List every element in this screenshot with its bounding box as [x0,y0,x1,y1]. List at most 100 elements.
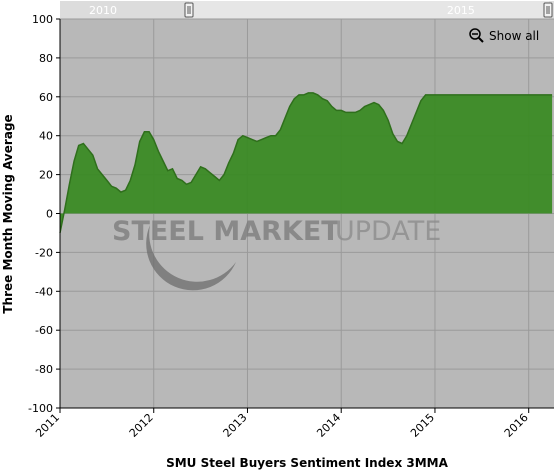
data-point [241,134,245,138]
x-axis-title: SMU Steel Buyers Sentiment Index 3MMA [166,456,449,470]
data-point [63,208,67,212]
navigator-year-label: 2015 [447,4,475,17]
data-point [231,151,235,155]
data-point [264,136,268,140]
data-point [363,105,367,109]
data-point [250,138,254,142]
y-tick-label: -40 [35,285,53,298]
data-point [508,93,512,97]
data-point [292,97,296,101]
data-point [396,140,400,144]
watermark-logo: STEEL MARKET UPDATE [112,216,441,291]
data-point [381,108,385,112]
data-point [541,93,545,97]
data-point [138,140,142,144]
x-tick-label: 2015 [408,411,437,440]
watermark-light-text: UPDATE [335,216,441,247]
watermark-bold-text: STEEL MARKET [112,216,340,247]
data-point [288,105,292,109]
data-point [414,110,418,114]
data-point [353,110,357,114]
data-point [531,93,535,97]
navigator-right-handle[interactable] [543,2,553,18]
data-point [227,161,231,165]
data-point [128,178,132,182]
y-tick-label: 60 [39,91,53,104]
data-point [489,93,493,97]
data-point [522,93,526,97]
data-point [274,134,278,138]
y-tick-label: 40 [39,130,53,143]
data-point [419,99,423,103]
data-point [527,93,531,97]
x-tick-label: 2011 [33,411,62,440]
data-point [456,93,460,97]
data-point [349,110,353,114]
zoom-out-icon [469,28,481,40]
data-point [321,97,325,101]
data-point [536,93,540,97]
data-point [161,159,165,163]
data-point [278,128,282,132]
y-tick-label: -80 [35,363,53,376]
data-point [335,108,339,112]
navigator-year-label: 2010 [89,4,117,17]
data-point [311,91,315,95]
x-tick-label: 2016 [502,411,531,440]
data-point [503,93,507,97]
data-point [325,99,329,103]
data-point [391,132,395,136]
data-point [217,178,221,182]
series-line[interactable] [59,92,553,234]
data-point [433,93,437,97]
data-point [550,93,554,97]
data-point [185,182,189,186]
data-point [405,134,409,138]
data-point [452,93,456,97]
data-point [306,91,310,95]
data-point [485,93,489,97]
data-point [386,118,390,122]
data-point [67,182,71,186]
navigator-labels: 2010 2015 [89,4,475,17]
y-tick-label: 20 [39,169,53,182]
data-point [152,138,156,142]
show-all-button[interactable]: Show all [469,28,539,43]
data-point [86,147,90,151]
data-point [171,167,175,171]
data-point [133,163,137,167]
data-point [147,130,151,134]
y-tick-label: 0 [46,208,53,221]
data-point [283,116,287,120]
range-navigator[interactable]: 2010 2015 [60,1,554,19]
x-tick-label: 2014 [314,411,343,440]
series-area[interactable] [60,92,553,233]
data-point [119,190,123,194]
show-all-label[interactable]: Show all [489,29,539,43]
y-axis-ticks: 100 80 60 40 20 0 -20 -40 -60 -80 -100 [28,13,60,415]
navigator-left-handle[interactable] [184,2,194,18]
data-point [302,93,306,97]
data-point [297,93,301,97]
data-point [180,178,184,182]
x-tick-label: 2012 [127,411,156,440]
x-axis-ticks: 2011 2012 2013 2014 2015 2016 [33,408,531,440]
x-tick-label: 2013 [221,411,250,440]
data-point [194,173,198,177]
data-point [222,173,226,177]
data-point [545,93,549,97]
navigator-selected-range[interactable] [189,1,549,19]
y-tick-label: 80 [39,52,53,65]
data-point [410,122,414,126]
data-point [447,93,451,97]
y-tick-label: -20 [35,246,53,259]
data-point [461,93,465,97]
data-point [344,110,348,114]
data-point [499,93,503,97]
data-point [260,138,264,142]
data-point [339,108,343,112]
data-point [475,93,479,97]
data-point [442,93,446,97]
